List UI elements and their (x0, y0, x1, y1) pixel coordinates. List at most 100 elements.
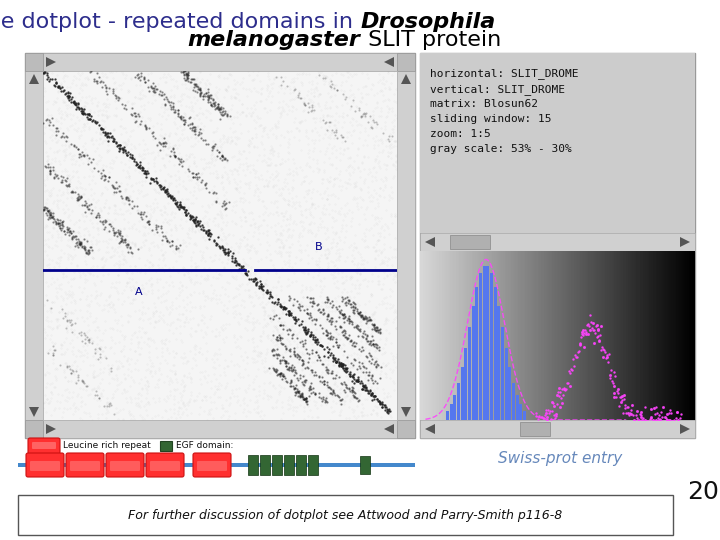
Point (193, 109, 204, 118)
Point (273, 295, 284, 304)
Point (169, 369, 181, 378)
Point (88, 361, 99, 370)
Point (86, 136, 98, 144)
Point (203, 230, 215, 238)
Point (215, 413, 227, 421)
Point (76, 86, 88, 94)
Point (56, 110, 68, 118)
Point (351, 323, 362, 332)
Point (169, 367, 181, 376)
Point (70, 101, 81, 110)
Point (74, 238, 86, 246)
Point (341, 111, 353, 120)
Point (85, 191, 96, 199)
Point (338, 377, 349, 386)
Point (361, 82, 372, 90)
Point (139, 166, 150, 175)
Point (341, 127, 352, 136)
Point (192, 111, 203, 119)
Point (367, 111, 379, 119)
Point (101, 218, 112, 226)
Point (243, 179, 254, 187)
Point (166, 85, 177, 94)
Point (169, 152, 181, 160)
Point (185, 408, 197, 417)
Point (316, 373, 328, 381)
Point (150, 307, 162, 315)
Point (387, 159, 399, 168)
Point (78, 242, 90, 251)
Point (383, 95, 395, 104)
Point (94, 77, 106, 86)
Point (140, 405, 151, 414)
Point (266, 282, 278, 291)
Point (90, 240, 102, 248)
Point (334, 148, 346, 157)
Point (172, 244, 184, 252)
Point (39, 136, 50, 145)
Point (58, 227, 70, 235)
Point (243, 278, 254, 286)
Point (37, 404, 49, 413)
Point (102, 129, 114, 137)
Point (302, 357, 313, 366)
Point (91, 117, 103, 126)
Point (85, 165, 96, 173)
Point (384, 285, 396, 294)
Point (328, 85, 340, 93)
Point (50, 237, 62, 246)
Point (55, 132, 67, 141)
Point (181, 69, 192, 77)
Point (377, 137, 388, 146)
Point (135, 72, 147, 80)
Point (243, 184, 255, 193)
Point (176, 130, 188, 138)
Point (270, 161, 282, 170)
Point (251, 184, 263, 193)
Point (326, 143, 338, 152)
Point (370, 362, 382, 371)
Point (288, 330, 300, 339)
Point (305, 366, 317, 374)
Point (97, 127, 109, 136)
Point (311, 301, 323, 309)
Point (230, 138, 241, 147)
Point (348, 392, 360, 400)
Point (334, 210, 346, 218)
Point (126, 269, 138, 278)
Point (276, 340, 288, 348)
Point (96, 206, 107, 214)
Point (345, 395, 356, 403)
Point (221, 259, 233, 267)
Point (239, 217, 251, 225)
Point (91, 223, 102, 232)
Point (40, 371, 51, 380)
Point (210, 274, 222, 282)
Point (312, 300, 324, 308)
Point (381, 404, 392, 413)
Point (51, 322, 63, 331)
Point (388, 307, 400, 316)
Point (304, 208, 315, 217)
Point (230, 291, 242, 300)
Point (57, 218, 68, 226)
Point (232, 242, 243, 251)
Point (187, 216, 199, 225)
Point (297, 69, 309, 78)
Point (146, 358, 158, 367)
Point (351, 322, 362, 331)
Bar (472, 306, 474, 420)
Point (157, 211, 168, 219)
Point (339, 367, 351, 376)
Point (263, 241, 274, 249)
Point (297, 366, 308, 374)
Point (339, 256, 351, 265)
Point (199, 367, 211, 375)
Point (177, 309, 189, 318)
Point (42, 173, 53, 181)
Point (186, 78, 197, 86)
Point (117, 254, 129, 263)
Point (390, 151, 402, 160)
Point (348, 168, 359, 177)
Point (98, 176, 109, 184)
